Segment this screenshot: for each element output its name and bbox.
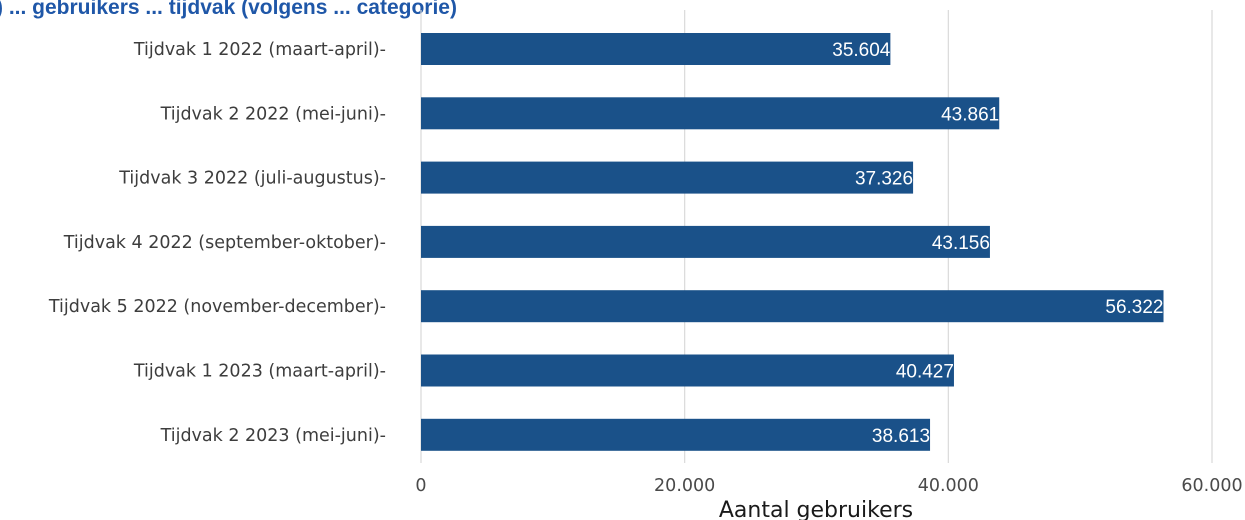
- bar-value-labels: 35.604 43.861 37.326 43.156 56.322 40.427 38.6…: [832, 40, 1163, 447]
- x-tick-label: 20.000: [654, 476, 715, 496]
- bar-value-label: 40.427: [896, 362, 954, 383]
- category-label: Tijdvak 2 2022 (mei-juni)-: [160, 104, 386, 124]
- category-label: Tijdvak 4 2022 (september-oktober)-: [63, 233, 386, 253]
- bar: [421, 225, 990, 258]
- bar: [421, 97, 1000, 130]
- bar: [421, 161, 914, 194]
- bar-value-label: 37.326: [855, 169, 913, 190]
- bar: [421, 354, 954, 387]
- bar-value-label: 43.861: [941, 104, 999, 125]
- category-label: Tijdvak 2 2023 (mei-juni)-: [160, 426, 386, 446]
- bar: [421, 33, 891, 65]
- bar-value-label: 35.604: [832, 40, 891, 61]
- x-axis: 0 20.000 40.000 60.000: [415, 476, 1242, 496]
- x-tick-label: 0: [415, 476, 426, 496]
- category-label: Tijdvak 1 2022 (maart-april)-: [133, 40, 386, 60]
- bar: [421, 290, 1164, 323]
- bar-value-label: 38.613: [872, 426, 930, 447]
- chart-title-fragment: ) ... gebruikers ... tijdvak (volgens ..…: [0, 0, 457, 19]
- x-tick-label: 60.000: [1181, 476, 1242, 496]
- bar: [421, 418, 931, 451]
- bar-series: [421, 33, 1164, 451]
- category-label: Tijdvak 3 2022 (juli-augustus)-: [118, 169, 386, 189]
- bar-value-label: 43.156: [932, 233, 990, 254]
- category-axis: Tijdvak 1 2022 (maart-april)- Tijdvak 2 2…: [48, 40, 386, 446]
- bar-value-label: 56.322: [1105, 297, 1163, 318]
- category-label: Tijdvak 1 2023 (maart-april)-: [133, 362, 386, 382]
- category-label: Tijdvak 5 2022 (november-december)-: [48, 297, 386, 317]
- x-tick-label: 40.000: [918, 476, 979, 496]
- x-axis-title: Aantal gebruikers: [719, 498, 913, 520]
